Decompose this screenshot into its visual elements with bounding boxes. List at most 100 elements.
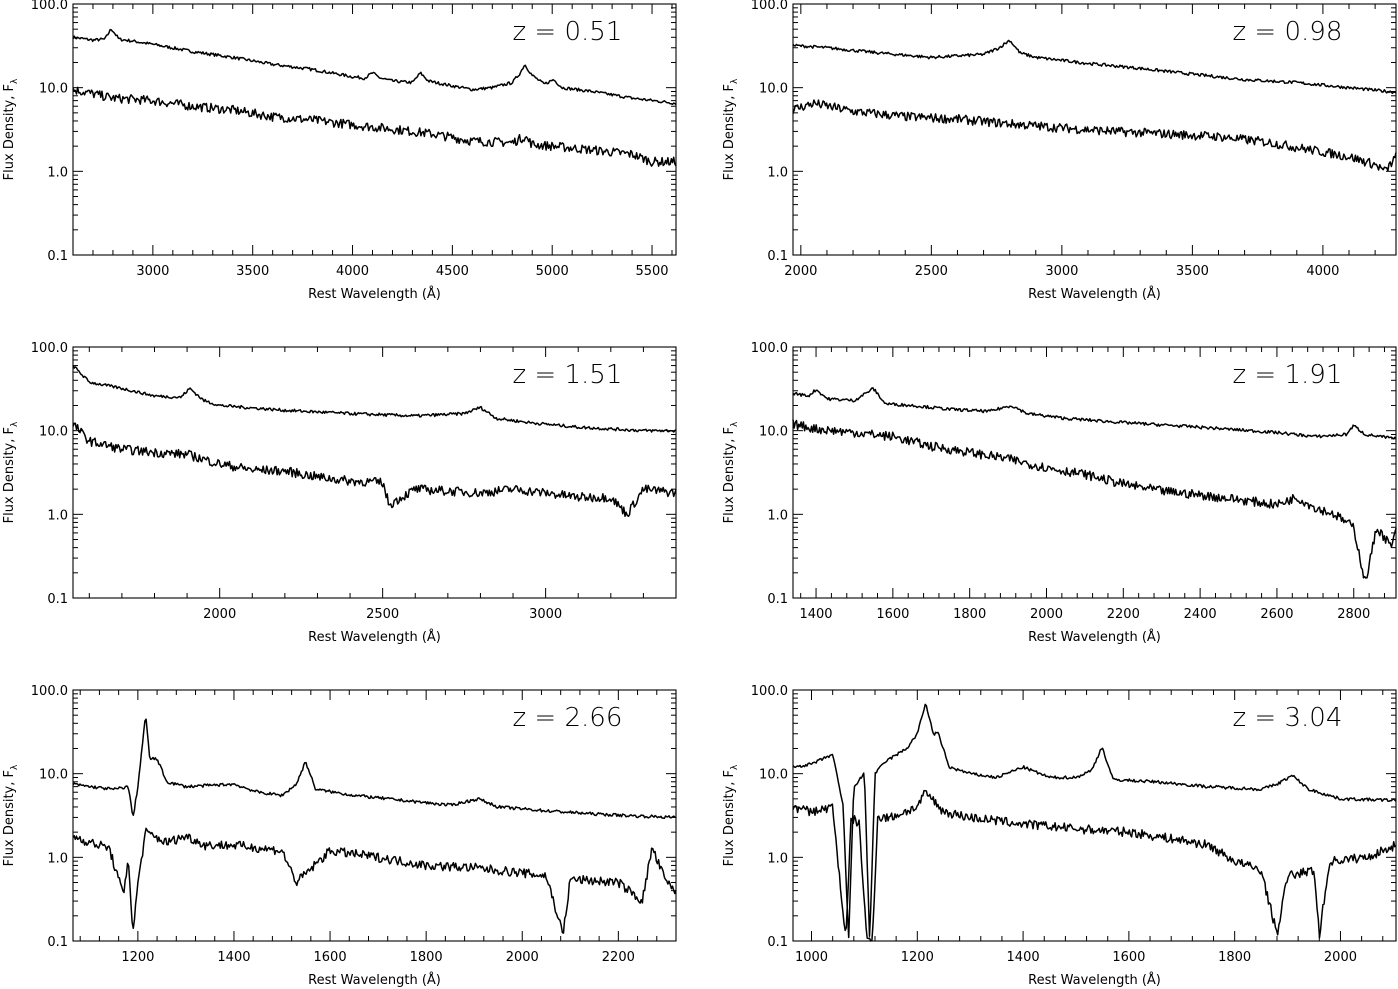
plot-frame <box>792 346 1397 599</box>
x-tick-label: 1800 <box>1218 950 1251 965</box>
x-tick-label: 1400 <box>1007 950 1040 965</box>
x-tick-label: 1400 <box>799 607 832 622</box>
y-tick-label: 10.0 <box>39 82 68 97</box>
spectrum-upper <box>792 39 1397 95</box>
y-tick-label: 0.1 <box>47 592 68 607</box>
redshift-label: z = 1.51 <box>513 360 623 390</box>
spectrum-panel-2: 2000 2500 3000 3500 4000 0.1 1.0 10.0 100.0 Rest … <box>722 0 1397 302</box>
x-tick-label: 3000 <box>1045 264 1078 279</box>
redshift-label: z = 2.66 <box>513 703 623 733</box>
spectrum-lower <box>792 99 1397 172</box>
y-tick-label: 10.0 <box>759 768 788 783</box>
spectrum-lower <box>72 422 677 518</box>
spectrum-panel-5: 1200 1400 1600 1800 2000 2200 0.1 1.0 10.0 100.0 R… <box>2 684 677 988</box>
y-tick-label: 10.0 <box>39 768 68 783</box>
x-tick-label: 3500 <box>236 264 269 279</box>
x-tick-label: 1800 <box>953 607 986 622</box>
y-axis-label: Flux Density, Fλ <box>722 764 740 866</box>
y-tick-label: 0.1 <box>767 249 788 264</box>
y-tick-label: 10.0 <box>759 82 788 97</box>
plot-frame <box>792 689 1397 942</box>
x-tick-label: 5000 <box>536 264 569 279</box>
x-tick-label: 4000 <box>1306 264 1339 279</box>
x-tick-label: 3000 <box>529 607 562 622</box>
y-tick-label: 0.1 <box>47 249 68 264</box>
y-axis-label: Flux Density, Fλ <box>2 421 20 523</box>
x-axis-label: Rest Wavelength (Å) <box>308 629 441 645</box>
x-tick-label: 2000 <box>784 264 817 279</box>
plot-frame <box>72 346 677 599</box>
x-tick-label: 1600 <box>876 607 909 622</box>
spectrum-upper <box>792 703 1397 939</box>
x-tick-label: 1200 <box>121 950 154 965</box>
x-tick-label: 2000 <box>506 950 539 965</box>
y-tick-label: 100.0 <box>31 0 68 13</box>
x-tick-label: 3000 <box>136 264 169 279</box>
x-tick-label: 2200 <box>1107 607 1140 622</box>
y-tick-label: 10.0 <box>759 425 788 440</box>
y-tick-label: 0.1 <box>767 592 788 607</box>
x-tick-label: 4500 <box>436 264 469 279</box>
redshift-label: z = 3.04 <box>1233 703 1343 733</box>
spectrum-upper <box>72 718 677 820</box>
plot-frame <box>792 3 1397 256</box>
x-tick-label: 2400 <box>1184 607 1217 622</box>
x-tick-label: 1800 <box>410 950 443 965</box>
x-axis-label: Rest Wavelength (Å) <box>308 972 441 988</box>
spectrum-lower <box>72 86 677 167</box>
x-tick-label: 1200 <box>901 950 934 965</box>
x-tick-label: 2600 <box>1260 607 1293 622</box>
y-axis-label: Flux Density, Fλ <box>722 421 740 523</box>
spectrum-upper <box>72 28 677 106</box>
plot-frame <box>72 689 677 942</box>
x-tick-label: 2200 <box>602 950 635 965</box>
y-tick-label: 1.0 <box>767 508 788 523</box>
x-tick-label: 1600 <box>1112 950 1145 965</box>
spectrum-panel-6: 1000 1200 1400 1600 1800 2000 0.1 1.0 10.0 100.0 R… <box>722 684 1397 988</box>
x-axis-label: Rest Wavelength (Å) <box>1028 972 1161 988</box>
x-tick-label: 2800 <box>1337 607 1370 622</box>
spectrum-lower <box>792 789 1397 942</box>
y-tick-label: 0.1 <box>47 935 68 950</box>
y-axis-label: Flux Density, Fλ <box>2 78 20 180</box>
x-tick-label: 2000 <box>1030 607 1063 622</box>
redshift-label: z = 0.98 <box>1233 17 1343 47</box>
y-tick-label: 100.0 <box>751 0 788 13</box>
x-tick-label: 2000 <box>203 607 236 622</box>
redshift-label: z = 1.91 <box>1233 360 1343 390</box>
spectrum-lower <box>792 419 1397 579</box>
spectrum-panel-3: 2000 2500 3000 0.1 1.0 10.0 100.0 Rest Waveleng… <box>2 341 677 645</box>
y-tick-label: 100.0 <box>751 341 788 356</box>
spectrum-panel-1: 3000 3500 4000 4500 5000 5500 0.1 1.0 10.0 100.0 R… <box>2 0 677 302</box>
y-tick-label: 1.0 <box>47 851 68 866</box>
x-tick-label: 1000 <box>795 950 828 965</box>
x-axis-label: Rest Wavelength (Å) <box>308 286 441 302</box>
spectrum-upper <box>72 365 677 433</box>
x-tick-label: 5500 <box>635 264 668 279</box>
x-tick-label: 4000 <box>336 264 369 279</box>
x-tick-label: 2500 <box>366 607 399 622</box>
plot-frame <box>72 3 677 256</box>
y-axis-label: Flux Density, Fλ <box>722 78 740 180</box>
y-tick-label: 0.1 <box>767 935 788 950</box>
spectrum-lower <box>72 827 677 934</box>
x-axis-label: Rest Wavelength (Å) <box>1028 286 1161 302</box>
redshift-label: z = 0.51 <box>513 17 623 47</box>
x-tick-label: 2500 <box>915 264 948 279</box>
y-tick-label: 10.0 <box>39 425 68 440</box>
y-tick-label: 1.0 <box>767 165 788 180</box>
y-tick-label: 1.0 <box>47 165 68 180</box>
y-tick-label: 1.0 <box>47 508 68 523</box>
spectrum-panel-4: 1400 1600 1800 2000 2200 2400 2600 2800 0.1 1.0 10… <box>722 341 1397 645</box>
x-axis-label: Rest Wavelength (Å) <box>1028 629 1161 645</box>
y-tick-label: 100.0 <box>31 684 68 699</box>
y-tick-label: 1.0 <box>767 851 788 866</box>
y-axis-label: Flux Density, Fλ <box>2 764 20 866</box>
x-tick-label: 1600 <box>314 950 347 965</box>
y-tick-label: 100.0 <box>31 341 68 356</box>
y-tick-label: 100.0 <box>751 684 788 699</box>
x-tick-label: 2000 <box>1324 950 1357 965</box>
x-tick-label: 1400 <box>217 950 250 965</box>
